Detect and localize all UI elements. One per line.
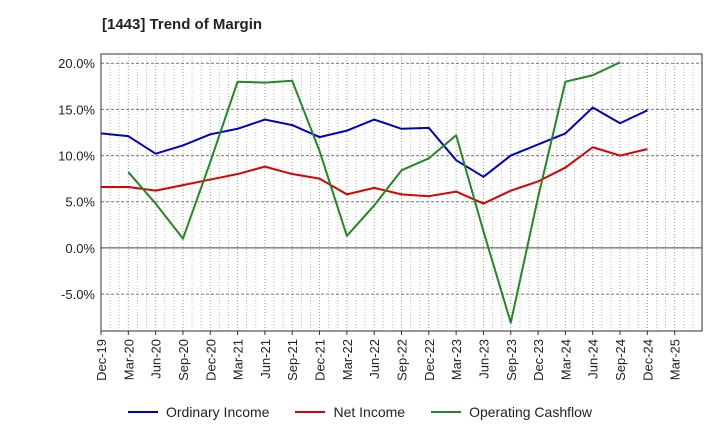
x-tick-label: Dec-20 xyxy=(203,339,218,381)
legend-swatch xyxy=(127,411,158,413)
x-tick-label: Jun-21 xyxy=(258,339,273,379)
legend-item-net-income: Net Income xyxy=(295,404,405,420)
x-tick-label: Sep-24 xyxy=(613,339,628,381)
x-tick-label: Dec-23 xyxy=(531,339,546,381)
x-tick-label: Jun-23 xyxy=(476,339,491,379)
x-tick-label: Mar-23 xyxy=(449,339,464,380)
series-layer xyxy=(100,61,648,324)
legend-label: Ordinary Income xyxy=(165,404,270,420)
y-tick-label: 10.0% xyxy=(58,149,95,164)
x-tick-label: Dec-22 xyxy=(422,339,437,381)
axis-layer: 20.0% 15.0% 10.0% 5.0% 0.0% -5.0% Dec-19 Mar-20… xyxy=(58,53,703,381)
x-tick-label: Sep-21 xyxy=(285,339,300,381)
x-tick-label: Sep-23 xyxy=(504,339,519,381)
x-tick-label: Mar-21 xyxy=(231,339,246,380)
y-tick-label: 20.0% xyxy=(58,56,95,71)
x-tick-label: Dec-21 xyxy=(313,339,328,381)
legend-swatch xyxy=(295,411,326,413)
legend-label: Operating Cashflow xyxy=(469,404,593,420)
y-tick-label: 15.0% xyxy=(58,102,95,117)
grid-layer xyxy=(100,54,702,331)
x-tick-label: Mar-25 xyxy=(668,339,683,380)
x-tick-label: Mar-24 xyxy=(558,339,573,380)
legend-swatch xyxy=(431,411,462,413)
y-tick-label: -5.0% xyxy=(61,287,95,302)
x-tick-label: Sep-22 xyxy=(395,339,410,381)
x-tick-label: Dec-19 xyxy=(94,339,109,381)
legend-label: Net Income xyxy=(333,404,406,420)
x-tick-label: Jun-24 xyxy=(586,339,601,379)
x-tick-label: Jun-20 xyxy=(149,339,164,379)
x-tick-label: Sep-20 xyxy=(176,339,191,381)
y-tick-label: 5.0% xyxy=(65,195,95,210)
legend-item-ordinary-income: Ordinary Income xyxy=(127,404,270,420)
x-tick-label: Jun-22 xyxy=(367,339,382,379)
legend-item-operating-cashflow: Operating Cashflow xyxy=(431,404,592,420)
legend: Ordinary Income Net Income Operating Cashf… xyxy=(0,404,720,420)
y-tick-label: 0.0% xyxy=(65,241,95,256)
x-tick-label: Dec-24 xyxy=(640,339,655,381)
x-tick-label: Mar-20 xyxy=(121,339,136,380)
x-tick-label: Mar-22 xyxy=(340,339,355,380)
chart-title: [1443] Trend of Margin xyxy=(102,16,263,33)
